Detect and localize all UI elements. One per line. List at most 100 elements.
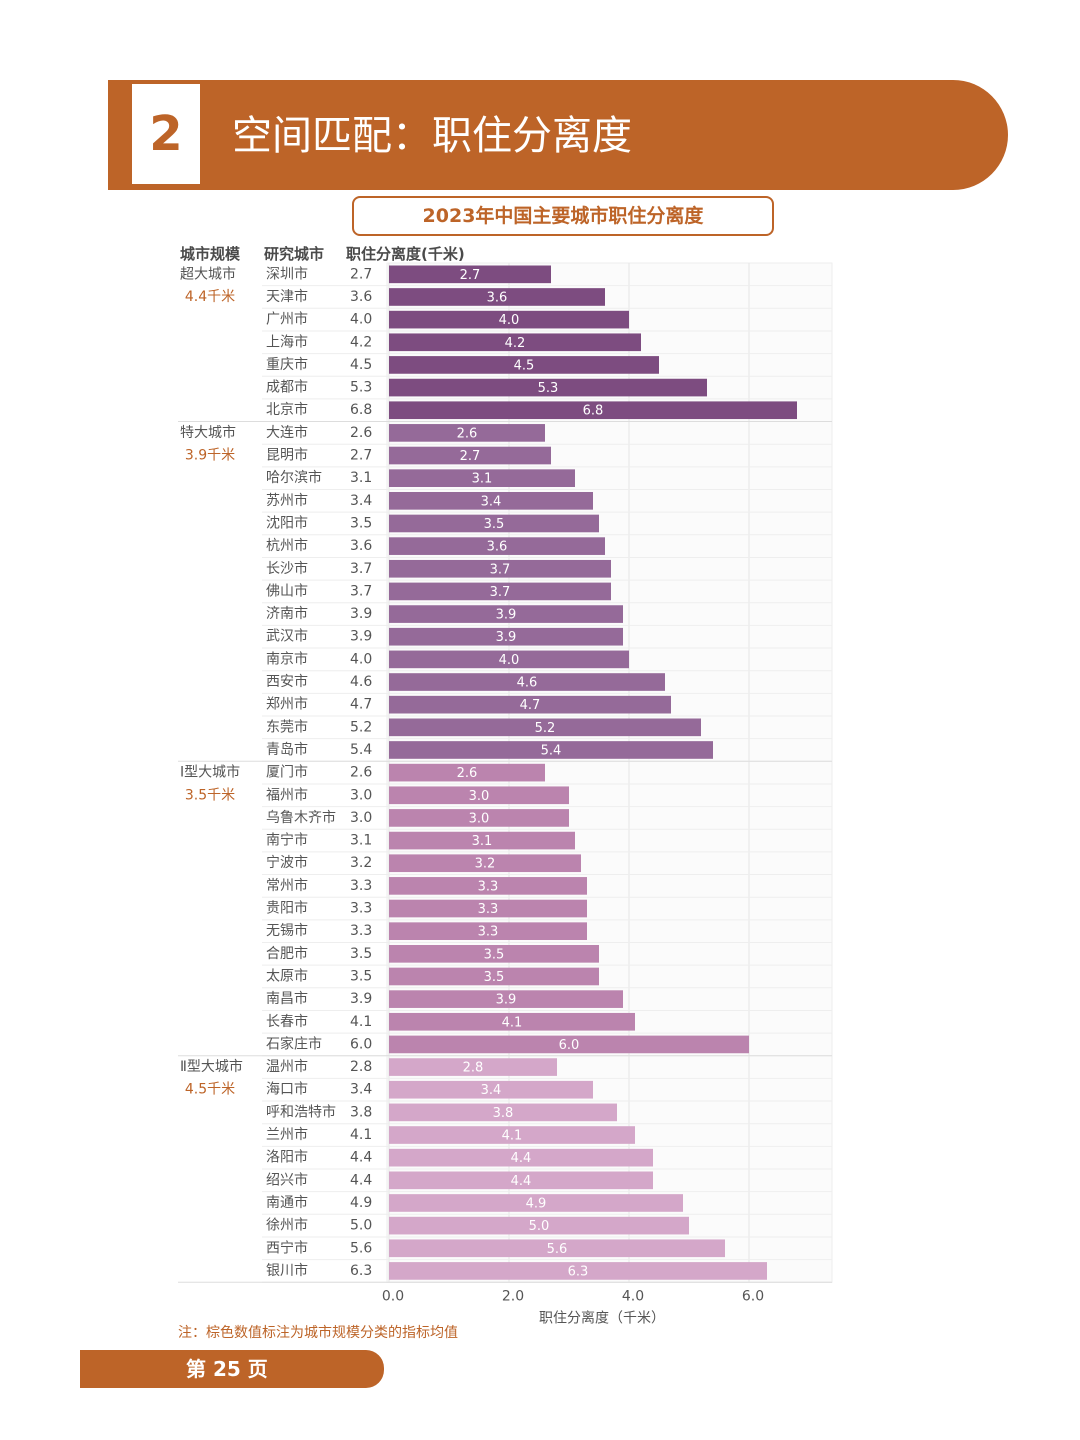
- bar: [389, 310, 629, 329]
- column-header-value: 职住分离度(千米): [346, 245, 465, 263]
- city-value: 3.5: [350, 515, 372, 531]
- city-value: 3.4: [350, 1082, 372, 1098]
- city-value: 4.4: [350, 1172, 372, 1188]
- bar: [389, 333, 641, 352]
- bar: [389, 741, 713, 759]
- bar-label: 3.9: [496, 630, 517, 645]
- bar: [389, 446, 551, 465]
- page-number: 第 25 页: [186, 1357, 268, 1381]
- bar: [389, 424, 545, 442]
- bar-label: 2.6: [457, 766, 478, 781]
- city-value: 6.3: [350, 1263, 372, 1279]
- bar: [389, 378, 707, 397]
- bar: [389, 1080, 593, 1099]
- bar-label: 3.3: [478, 879, 499, 894]
- bar-label: 3.2: [475, 857, 496, 872]
- x-tick-label: 0.0: [382, 1288, 404, 1304]
- city-name: 东莞市: [266, 718, 308, 735]
- city-name: 海口市: [266, 1081, 308, 1098]
- city-value: 2.6: [350, 425, 372, 441]
- bar: [389, 605, 623, 623]
- bar: [389, 1216, 689, 1235]
- chart-title: 2023年中国主要城市职住分离度: [352, 196, 774, 236]
- city-value: 3.9: [350, 606, 372, 622]
- x-tick-label: 6.0: [742, 1288, 764, 1304]
- section-title: 空间匹配：职住分离度: [232, 113, 632, 159]
- city-value: 3.1: [350, 470, 372, 486]
- bar-label: 3.4: [481, 1083, 502, 1098]
- city-name: 绍兴市: [266, 1171, 308, 1188]
- city-name: 贵阳市: [266, 900, 308, 917]
- city-value: 3.7: [350, 583, 372, 599]
- city-value: 4.6: [350, 674, 372, 690]
- bar-label: 3.5: [484, 970, 505, 985]
- city-name: 成都市: [266, 379, 308, 396]
- city-value: 5.2: [350, 719, 372, 735]
- city-value: 3.9: [350, 629, 372, 645]
- city-value: 3.0: [350, 787, 372, 803]
- city-name: 宁波市: [266, 854, 308, 871]
- city-name: 重庆市: [266, 356, 308, 373]
- city-name: 上海市: [266, 333, 308, 350]
- bar: [389, 401, 797, 420]
- tier-name: Ⅱ型大城市: [180, 1058, 243, 1075]
- city-name: 杭州市: [266, 537, 308, 554]
- city-value: 3.5: [350, 946, 372, 962]
- city-value: 4.2: [350, 334, 372, 350]
- city-name: 温州市: [266, 1058, 308, 1075]
- city-name: 南京市: [266, 650, 308, 667]
- x-tick-label: 2.0: [502, 1288, 524, 1304]
- bar-label: 3.7: [490, 585, 511, 600]
- bar-label: 3.9: [496, 993, 517, 1008]
- city-name: 西宁市: [266, 1239, 308, 1256]
- city-name: 哈尔滨市: [266, 469, 322, 486]
- bar-label: 3.1: [472, 834, 493, 849]
- city-value: 2.6: [350, 765, 372, 781]
- footer-band: [80, 1350, 384, 1388]
- bar: [389, 650, 629, 669]
- bar: [389, 288, 605, 306]
- city-name: 深圳市: [266, 265, 308, 282]
- column-header-city: 研究城市: [264, 245, 325, 263]
- bar-label: 4.0: [499, 313, 520, 328]
- bar: [389, 559, 611, 578]
- bar-label: 2.6: [457, 426, 478, 441]
- bar-label: 4.4: [511, 1174, 532, 1189]
- bar-label: 4.0: [499, 653, 520, 668]
- bar-label: 3.5: [484, 517, 505, 532]
- bar-label: 4.1: [502, 1129, 523, 1144]
- city-name: 呼和浩特市: [266, 1103, 336, 1120]
- city-value: 3.2: [350, 855, 372, 871]
- city-name: 合肥市: [266, 945, 308, 962]
- city-name: 武汉市: [266, 628, 308, 645]
- bar-label: 5.6: [547, 1242, 568, 1257]
- bar: [389, 673, 665, 691]
- bar: [389, 695, 671, 714]
- city-value: 4.0: [350, 312, 372, 328]
- city-name: 福州市: [266, 786, 308, 803]
- city-value: 6.0: [350, 1036, 372, 1052]
- bar: [389, 1103, 617, 1122]
- bar-label: 3.1: [472, 472, 493, 487]
- city-name: 青岛市: [266, 741, 308, 758]
- city-value: 3.3: [350, 878, 372, 894]
- bar-label: 2.7: [460, 449, 481, 464]
- bar-label: 4.5: [514, 358, 535, 373]
- bar: [389, 899, 587, 918]
- bar: [389, 492, 593, 510]
- bar: [389, 582, 611, 601]
- city-name: 厦门市: [266, 764, 308, 781]
- city-name: 常州市: [266, 877, 308, 894]
- tier-name: 特大城市: [180, 424, 236, 441]
- bar: [389, 1194, 683, 1212]
- bar-label: 6.8: [583, 404, 604, 419]
- city-value: 3.8: [350, 1104, 372, 1120]
- city-value: 5.0: [350, 1218, 372, 1234]
- city-name: 徐州市: [266, 1217, 308, 1234]
- city-value: 2.8: [350, 1059, 372, 1075]
- city-name: 南昌市: [266, 990, 308, 1007]
- bar-label: 4.4: [511, 1151, 532, 1166]
- bar: [389, 1058, 557, 1076]
- city-value: 4.1: [350, 1127, 372, 1143]
